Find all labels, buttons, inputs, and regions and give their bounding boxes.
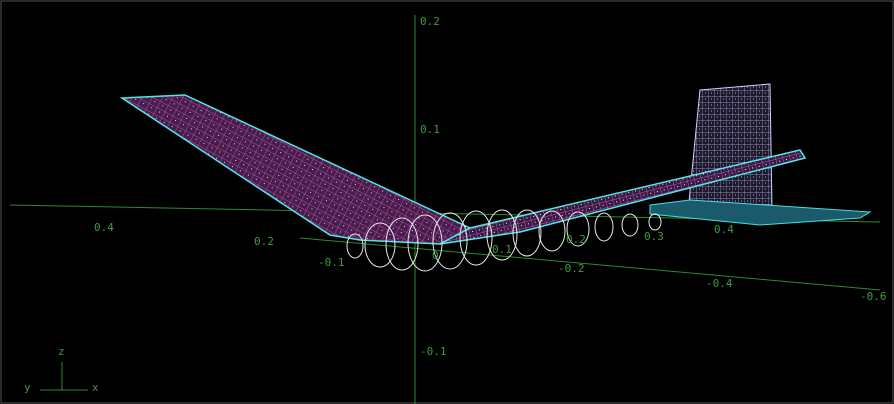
z-tick-label: 0.1 [420,123,440,136]
x-tick-label: 0.1 [492,243,512,256]
x-tick-label: 0.4 [94,221,114,234]
triad-label: x [92,381,99,394]
y-tick-label: -0.1 [318,256,345,269]
viewer: 0.2 0.1 -0.1 0.4 0.2 0 0.1 0.2 0.3 0.4 -… [0,0,894,404]
vertical-tail [688,84,772,212]
y-tick-label: -0.6 [860,290,887,303]
z-tick-label: 0.2 [420,15,440,28]
x-tick-label: 0.2 [254,235,274,248]
x-tick-label: 0 [432,249,439,262]
y-tick-label: -0.2 [558,262,585,275]
x-tick-label: 0.3 [644,230,664,243]
page: 0.2 0.1 -0.1 0.4 0.2 0 0.1 0.2 0.3 0.4 -… [0,0,894,404]
triad-label: y [24,381,31,394]
x-tick-label: 0.4 [714,223,734,236]
z-tick-label: -0.1 [420,345,447,358]
triad-label: z [58,345,65,358]
y-tick-label: -0.4 [706,277,733,290]
x-tick-label: 0.2 [566,233,586,246]
